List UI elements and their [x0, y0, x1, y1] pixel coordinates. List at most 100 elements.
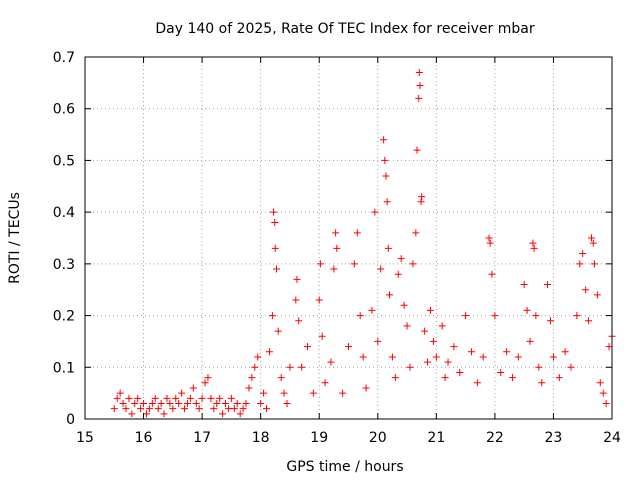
data-point — [321, 379, 329, 387]
data-point — [388, 353, 396, 361]
data-point — [125, 394, 133, 402]
y-tick-label: 0.1 — [53, 360, 75, 376]
data-point — [421, 327, 429, 335]
data-point — [134, 394, 142, 402]
x-tick-label: 19 — [310, 430, 328, 446]
data-point — [413, 146, 421, 154]
data-point — [186, 394, 194, 402]
data-point — [154, 405, 162, 413]
data-point — [415, 69, 423, 77]
data-point — [315, 296, 323, 304]
data-point — [251, 363, 259, 371]
data-point — [380, 136, 388, 144]
data-point — [137, 405, 145, 413]
data-point — [122, 405, 130, 413]
data-point — [298, 363, 306, 371]
data-point — [406, 363, 414, 371]
data-point — [316, 260, 324, 268]
data-point — [485, 234, 493, 242]
data-point — [491, 312, 499, 320]
data-point — [561, 348, 569, 356]
y-axis-ticks: 0 0.1 0.2 0.3 0.4 0.5 0.6 0.7 — [53, 50, 612, 428]
data-point — [582, 286, 590, 294]
data-point — [391, 374, 399, 382]
y-tick-label: 0.5 — [53, 153, 75, 169]
data-point — [345, 343, 352, 351]
data-point — [415, 94, 423, 102]
data-point — [166, 399, 174, 407]
data-point — [488, 270, 496, 278]
data-point — [116, 389, 124, 397]
data-point — [230, 405, 238, 413]
data-point — [151, 394, 159, 402]
data-point — [362, 384, 370, 392]
data-point — [377, 265, 385, 273]
data-point — [216, 394, 224, 402]
data-point — [295, 317, 303, 325]
data-point — [283, 399, 291, 407]
data-point — [272, 265, 280, 273]
data-point — [588, 234, 596, 242]
gridlines — [85, 57, 612, 419]
data-point — [418, 193, 426, 201]
y-tick-label: 0.2 — [53, 309, 75, 325]
data-point — [417, 198, 425, 206]
data-point — [602, 399, 610, 407]
data-point — [416, 81, 424, 89]
data-point — [596, 379, 604, 387]
data-point — [394, 270, 402, 278]
data-point — [178, 389, 186, 397]
data-point — [429, 337, 437, 345]
x-tick-label: 20 — [369, 430, 387, 446]
data-point — [593, 291, 601, 299]
data-point — [462, 312, 470, 320]
data-point — [219, 410, 227, 418]
data-point — [304, 343, 312, 351]
data-point — [330, 265, 338, 273]
data-point — [590, 260, 598, 268]
data-point — [160, 410, 168, 418]
data-point — [589, 239, 597, 247]
data-point — [175, 399, 183, 407]
data-point — [172, 394, 180, 402]
data-point — [210, 405, 218, 413]
data-point — [181, 405, 189, 413]
y-tick-label: 0.6 — [53, 102, 75, 118]
plot-frame — [84, 56, 613, 420]
data-point — [248, 374, 256, 382]
data-point — [450, 343, 458, 351]
data-point — [585, 317, 593, 325]
data-point — [128, 410, 136, 418]
data-point — [382, 172, 390, 180]
data-point — [441, 374, 449, 382]
data-point — [385, 291, 393, 299]
data-point — [270, 208, 278, 216]
data-point — [271, 218, 279, 226]
data-point — [268, 312, 276, 320]
data-point — [280, 389, 288, 397]
data-point — [497, 368, 505, 376]
data-point — [222, 399, 230, 407]
data-point — [204, 374, 212, 382]
data-point — [526, 337, 534, 345]
data-point — [479, 353, 487, 361]
data-point — [271, 244, 279, 252]
data-point — [374, 337, 382, 345]
data-point — [529, 239, 537, 247]
y-tick-label: 0 — [66, 412, 75, 428]
data-point — [236, 410, 244, 418]
data-point — [242, 399, 250, 407]
data-point — [438, 322, 446, 330]
x-tick-label: 16 — [135, 430, 153, 446]
y-tick-label: 0.7 — [53, 50, 75, 66]
x-axis-label: GPS time / hours — [286, 459, 403, 475]
data-point — [532, 312, 540, 320]
x-tick-label: 24 — [603, 430, 621, 446]
data-point — [359, 353, 367, 361]
data-point — [576, 260, 584, 268]
data-point — [579, 250, 587, 258]
data-point — [195, 405, 203, 413]
x-tick-label: 17 — [193, 430, 211, 446]
data-point — [332, 229, 340, 237]
